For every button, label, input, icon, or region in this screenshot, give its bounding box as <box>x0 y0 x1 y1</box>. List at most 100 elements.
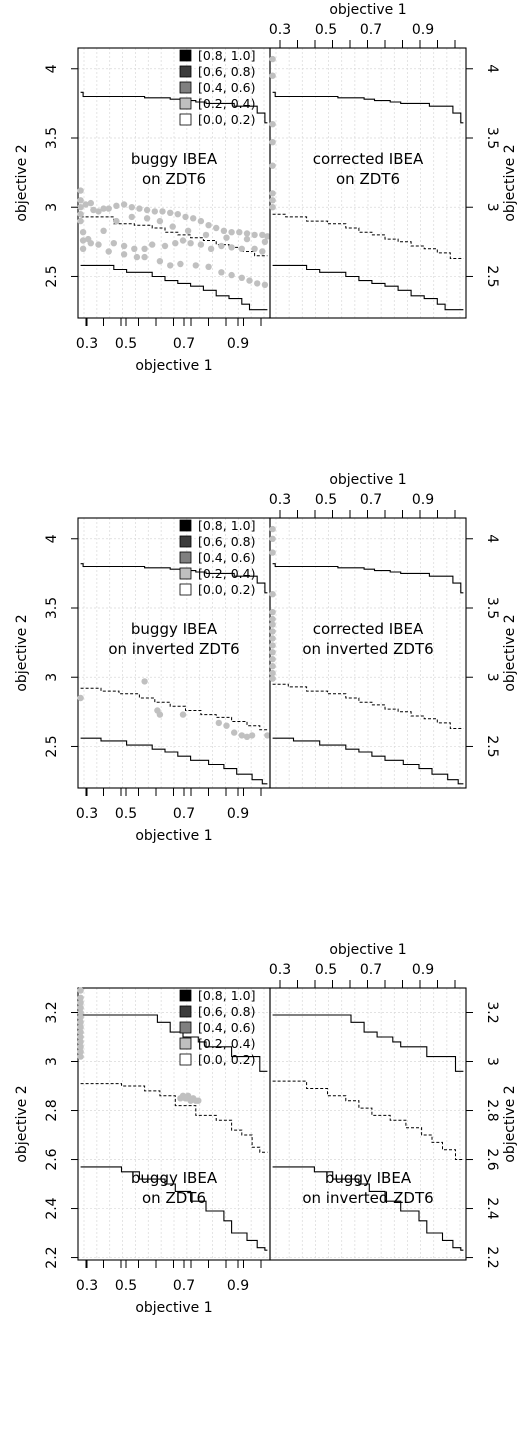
data-point <box>77 197 84 204</box>
panel-1-left <box>77 47 271 319</box>
panel-title-line: on ZDT6 <box>336 170 400 188</box>
data-point <box>238 274 245 281</box>
legend-label: [0.8, 1.0] <box>198 48 255 63</box>
legend-label: [0.2, 0.4) <box>198 96 255 111</box>
panel-title-line: buggy IBEA <box>325 1169 412 1187</box>
data-point <box>133 253 141 261</box>
data-point <box>110 240 118 247</box>
legend-label: [0.0, 0.2) <box>198 1052 255 1067</box>
data-point <box>100 227 107 234</box>
data-point <box>228 271 235 279</box>
y-tick-label-left: 3.5 <box>44 597 60 619</box>
y-tick-label-left: 3 <box>44 673 60 682</box>
data-point <box>167 209 174 216</box>
data-point <box>77 204 84 211</box>
data-point <box>77 1053 84 1060</box>
legend <box>179 49 192 126</box>
x-tick-label-top: 0.3 <box>269 22 291 38</box>
data-point <box>190 215 197 222</box>
data-point <box>77 1009 84 1016</box>
x-tick-label-top: 0.5 <box>315 22 337 38</box>
data-point <box>259 231 266 239</box>
data-point <box>79 245 87 252</box>
data-point <box>192 262 199 269</box>
legend-swatch <box>179 1021 192 1034</box>
data-point <box>205 222 212 229</box>
legend-label: [0.6, 0.8) <box>198 1004 255 1019</box>
legend-label: [0.8, 1.0] <box>198 518 255 533</box>
data-point <box>156 217 164 225</box>
y-axis-label-left: objective 2 <box>14 1085 30 1162</box>
data-point <box>202 231 210 239</box>
lower-envelope-line <box>272 737 464 785</box>
panel-title-line: on inverted ZDT6 <box>108 640 239 658</box>
panel-2-left <box>77 517 271 789</box>
data-point <box>218 242 225 250</box>
x-tick-label-bottom: 0.5 <box>115 1278 137 1294</box>
x-tick-label-bottom: 0.3 <box>76 806 98 822</box>
data-point <box>269 55 276 63</box>
data-point <box>251 231 258 239</box>
lower-envelope-line <box>272 1166 464 1251</box>
legend-swatch <box>179 535 192 548</box>
y-tick-label-right: 2.2 <box>484 1246 500 1268</box>
y-tick-label-left: 3 <box>44 1057 60 1066</box>
x-tick-label-top: 0.3 <box>269 962 291 978</box>
data-point <box>269 525 276 533</box>
data-point <box>77 694 84 702</box>
legend-swatch <box>179 551 192 564</box>
x-axis-label-bottom: objective 1 <box>135 358 212 374</box>
data-point <box>120 242 128 250</box>
median-line <box>272 1080 464 1160</box>
legend-swatch <box>179 81 192 94</box>
legend-label: [0.6, 0.8) <box>198 64 255 79</box>
x-tick-label-bottom: 0.7 <box>173 806 195 822</box>
data-point <box>269 549 276 556</box>
data-point <box>77 1014 84 1021</box>
x-axis-label-top: objective 1 <box>329 472 406 488</box>
legend <box>179 519 192 596</box>
y-tick-label-right: 2.6 <box>484 1148 500 1170</box>
data-point <box>261 281 269 288</box>
y-tick-label-left: 3.2 <box>44 1001 60 1023</box>
data-point <box>131 245 138 252</box>
legend-swatch <box>179 519 192 532</box>
y-tick-label-left: 3.5 <box>44 127 60 149</box>
data-point <box>77 1038 84 1046</box>
x-tick-label-top: 0.9 <box>412 22 434 38</box>
data-point <box>205 263 212 270</box>
y-tick-label-right: 3.5 <box>484 127 500 149</box>
legend <box>179 989 192 1066</box>
y-axis-label-left: objective 2 <box>14 614 30 691</box>
data-point <box>136 205 143 212</box>
data-point <box>220 227 228 234</box>
data-point <box>77 999 84 1006</box>
data-point <box>151 208 158 215</box>
panel-title-line: buggy IBEA <box>131 1169 218 1187</box>
legend-label: [0.0, 0.2) <box>198 582 255 597</box>
data-point <box>269 190 276 197</box>
legend-label: [0.2, 0.4) <box>198 1036 255 1051</box>
upper-envelope-line <box>272 1014 464 1072</box>
data-point <box>243 733 251 740</box>
y-tick-label-right: 3 <box>484 673 500 682</box>
panel-title-line: on ZDT6 <box>142 170 206 188</box>
data-point <box>79 237 87 244</box>
data-point <box>264 732 271 739</box>
x-tick-label-bottom: 0.9 <box>227 336 249 352</box>
data-point <box>143 206 151 214</box>
y-tick-label-left: 2.8 <box>44 1099 60 1121</box>
data-point <box>231 729 238 736</box>
x-tick-label-bottom: 0.7 <box>173 1278 195 1294</box>
y-axis-label-right: objective 2 <box>502 144 518 221</box>
x-tick-label-top: 0.5 <box>315 962 337 978</box>
data-point <box>141 678 148 685</box>
data-point <box>228 229 235 236</box>
x-tick-label-bottom: 0.7 <box>173 336 195 352</box>
panel-title-line: buggy IBEA <box>131 150 218 168</box>
data-point <box>77 211 84 218</box>
data-point <box>77 1048 84 1055</box>
legend-swatch <box>179 113 192 126</box>
data-point <box>159 208 166 215</box>
y-tick-label-right: 3.2 <box>484 1001 500 1023</box>
